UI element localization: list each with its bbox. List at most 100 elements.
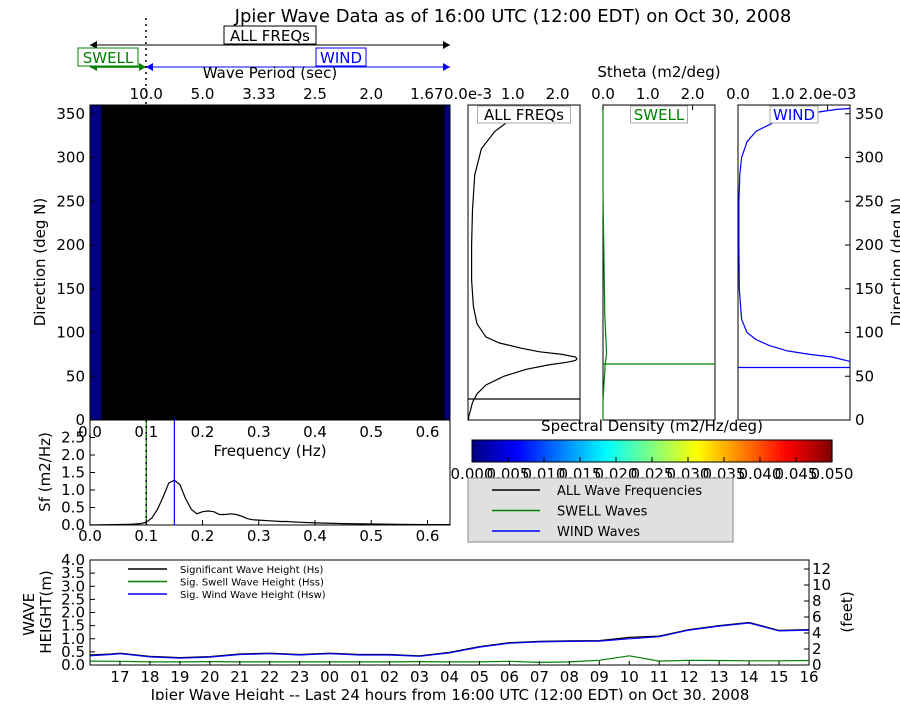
spectrum-cell (372, 136, 379, 145)
spectrum-cell (125, 372, 131, 382)
spectrum-cell (148, 175, 155, 185)
spectrum-cell (229, 396, 236, 405)
spectrum-cell (411, 301, 417, 311)
spectrum-cell (439, 183, 445, 193)
spectrum-cell (177, 278, 183, 287)
spectrum-cell (287, 309, 293, 319)
spectrum-cell (201, 294, 207, 303)
spectrum-cell (148, 128, 155, 137)
spectrum-cell (377, 246, 383, 256)
spectrum-cell (272, 215, 279, 224)
spectrum-cell (144, 396, 150, 405)
spectrum-cell (420, 183, 426, 193)
spectrum-cell (263, 278, 269, 287)
spectrum-cell (134, 341, 140, 350)
spectrum-cell (420, 364, 426, 374)
spectrum-cell (125, 412, 131, 421)
spectrum-cell (296, 105, 302, 114)
spectrum-cell (291, 309, 298, 319)
spectrum-cell (182, 112, 188, 122)
spectrum-cell (239, 301, 245, 311)
spectrum-cell (301, 207, 307, 216)
spectrum-cell (430, 286, 436, 295)
spectrum-cell (225, 160, 231, 169)
spectrum-cell (415, 120, 422, 130)
spectrum-cell (391, 199, 398, 208)
spectrum-cell (344, 199, 350, 208)
spectrum-cell (353, 254, 360, 263)
spectrum-cell (368, 191, 374, 200)
spectrum-cell (234, 254, 240, 263)
spectrum-cell (172, 412, 178, 421)
spectrum-cell (396, 301, 402, 311)
spectrum-cell (163, 238, 169, 248)
spectrum-cell (258, 404, 264, 413)
spectrum-cell (339, 357, 345, 366)
spectrum-period-tick-label: 2.5 (303, 85, 327, 103)
spectrum-cell (225, 191, 231, 200)
spectrum-cell (430, 152, 436, 161)
spectrum-cell (353, 333, 360, 342)
spectrum-cell (358, 270, 364, 279)
spectrum-cell (396, 349, 402, 358)
spectrum-cell (139, 231, 145, 240)
colorbar-cell (620, 440, 625, 462)
spectrum-cell (129, 325, 136, 334)
spectrum-cell (301, 380, 307, 389)
spectrum-cell (296, 333, 302, 342)
spectrum-cell (158, 380, 164, 389)
spectrum-cell (310, 396, 317, 405)
spectrum-cell (129, 262, 136, 271)
spectrum-cell (125, 215, 131, 224)
spectrum-cell (306, 175, 312, 185)
spectrum-cell (139, 286, 145, 295)
spectrum-cell (325, 286, 331, 295)
spectrum-cell (339, 301, 345, 311)
spectrum-cell (191, 294, 198, 303)
spectrum-cell (225, 238, 231, 248)
colorbar-cell (636, 440, 641, 462)
spectrum-cell (120, 278, 126, 287)
spectrum-cell (287, 412, 293, 421)
spectrum-cell (391, 223, 398, 232)
spectrum-cell (253, 325, 260, 334)
spectrum-cell (163, 112, 169, 122)
spectrum-cell (115, 160, 121, 169)
wave-height-x-tick-label: 01 (350, 668, 369, 686)
spectrum-cell (368, 128, 374, 137)
spectrum-cell (310, 168, 317, 177)
spectrum-cell (177, 388, 183, 397)
spectrum-cell (301, 215, 307, 224)
spectrum-cell (277, 341, 283, 350)
spectrum-cell (253, 223, 260, 232)
spectrum-cell (101, 388, 107, 397)
spectrum-cell (196, 231, 202, 240)
spectrum-cell (372, 388, 379, 397)
spectrum-cell (349, 341, 355, 350)
spectrum-cell (411, 380, 417, 389)
spectrum-cell (229, 364, 236, 374)
spectrum-cell (325, 301, 331, 311)
spectrum-cell (339, 309, 345, 319)
spectrum-cell (244, 120, 250, 130)
spectrum-cell (220, 183, 226, 193)
spectrum-cell (120, 238, 126, 248)
spectrum-cell (182, 152, 188, 161)
spectrum-cell (106, 388, 112, 397)
wave-height-x-tick-label: 02 (380, 668, 399, 686)
spectrum-cell (382, 388, 388, 397)
spectrum-cell (163, 388, 169, 397)
spectrum-cell (153, 168, 159, 177)
spectrum-cell (358, 105, 364, 114)
spectrum-cell (182, 168, 188, 177)
spectrum-cell (296, 294, 302, 303)
spectrum-cell (387, 152, 393, 161)
wave-height-x-tick-label: 10 (620, 668, 639, 686)
spectrum-cell (434, 388, 441, 397)
stheta_wind-tick-label: 2.0e-03 (799, 85, 857, 103)
spectrum-cell (263, 246, 269, 256)
spectrum-cell (420, 294, 426, 303)
spectrum-cell (420, 238, 426, 248)
spectrum-cell (349, 160, 355, 169)
spectrum-cell (182, 223, 188, 232)
